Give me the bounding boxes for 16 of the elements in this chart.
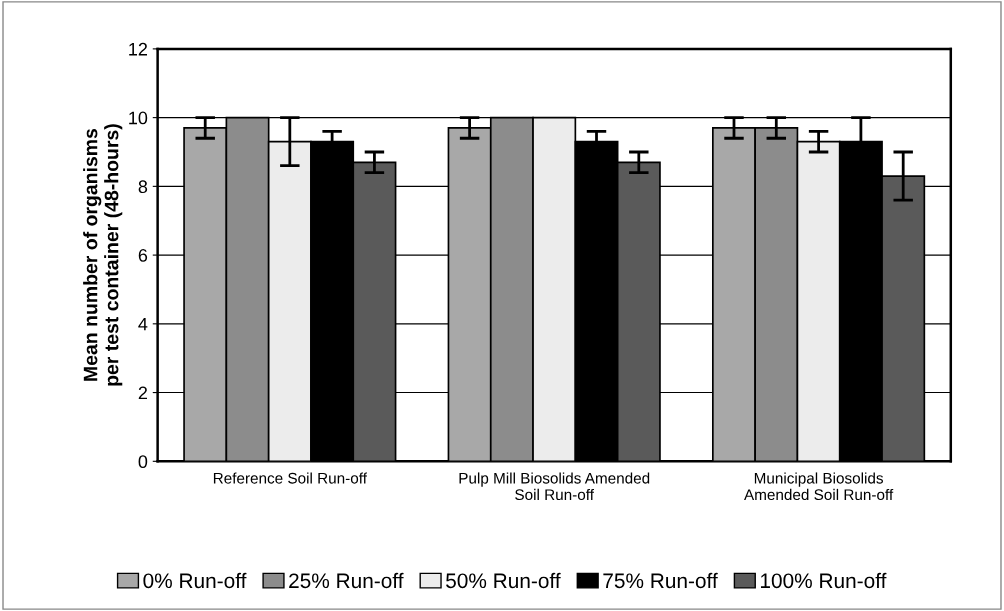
legend-label: 100% Run-off: [760, 572, 887, 589]
y-axis-title: Mean number of organisms per test container (48-hours): [83, 124, 123, 386]
y-tick-label: 12: [129, 42, 147, 56]
y-tick-label: 2: [138, 386, 147, 400]
x-tick-label: Pulp Mill Biosolids Amended Soil Run-off: [459, 472, 650, 501]
legend-label: 25% Run-off: [289, 572, 404, 589]
y-tick-label: 10: [129, 111, 148, 125]
y-tick-label: 4: [138, 317, 148, 331]
y-tick-label: 8: [138, 180, 148, 194]
x-tick-label: Reference Soil Run-off: [213, 472, 367, 484]
y-tick-label: 6: [138, 249, 148, 262]
x-tick-label: Municipal Biosolids Amended Soil Run-off: [744, 472, 894, 501]
legend-label: 75% Run-off: [603, 572, 718, 589]
legend-label: 0% Run-off: [143, 572, 247, 589]
y-tick-label: 0: [138, 455, 148, 469]
legend-label: 50% Run-off: [446, 572, 561, 589]
